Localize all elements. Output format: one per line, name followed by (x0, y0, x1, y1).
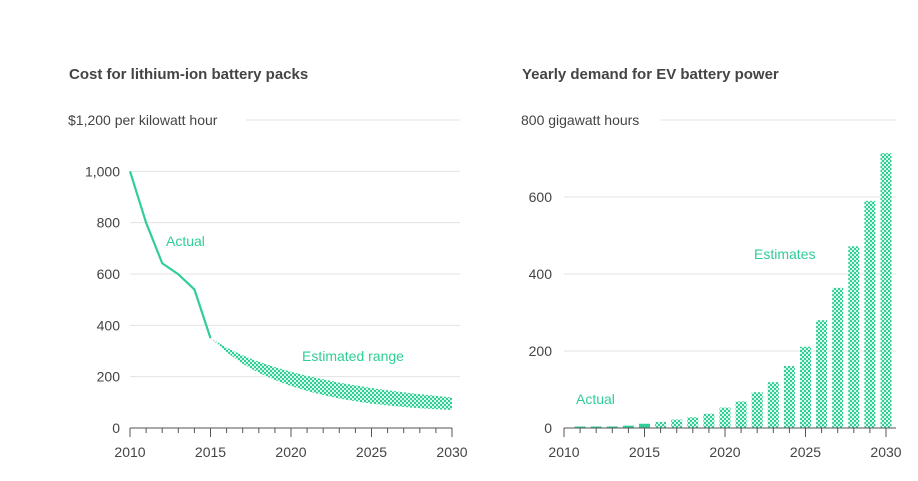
estimated-demand-bar (832, 287, 844, 428)
estimated-demand-bar (687, 417, 699, 428)
battery-cost-panel: Cost for lithium-ion battery packs 0 200 4… (68, 66, 468, 460)
x-tick-label: 2030 (870, 444, 901, 460)
annotation-estimated-range: Estimated range (302, 348, 404, 364)
estimated-demand-bar (800, 346, 811, 428)
y-tick-label: 1,000 (85, 163, 120, 179)
estimated-demand-bar (751, 392, 763, 428)
y-tick-label: 800 (97, 215, 121, 231)
estimated-demand-bar (655, 421, 667, 428)
actual-cost-line (128, 171, 212, 339)
estimated-range-band (210, 338, 452, 411)
x-tick-label: 2020 (709, 444, 740, 460)
annotation-estimates: Estimates (754, 246, 815, 262)
actual-demand-bar (590, 426, 602, 428)
demand-bar-chart: 0 200 400 600 800 gigawatt hours 2010 2015 2020… (521, 112, 902, 460)
x-tick-label: 2030 (436, 444, 467, 460)
annotation-actual: Actual (576, 391, 615, 407)
cost-chart-title: Cost for lithium-ion battery packs (69, 66, 309, 83)
estimated-demand-bar (816, 320, 828, 428)
y-tick-label: 200 (97, 369, 121, 385)
estimated-demand-bar (767, 382, 779, 428)
x-tick-label: 2015 (195, 444, 226, 460)
y-unit-label: $1,200 per kilowatt hour (68, 112, 218, 128)
x-tick-label: 2015 (629, 444, 660, 460)
estimated-demand-bar (864, 200, 876, 428)
y-tick-label: 200 (529, 343, 553, 359)
y-tick-label: 0 (544, 420, 552, 436)
y-unit-label: 800 gigawatt hours (521, 112, 639, 128)
y-tick-label: 0 (112, 420, 120, 436)
actual-demand-bar (574, 426, 586, 428)
y-tick-label: 600 (97, 266, 121, 282)
estimated-demand-bar (719, 407, 731, 428)
y-tick-label: 400 (529, 266, 553, 282)
x-tick-label: 2025 (790, 444, 821, 460)
actual-demand-bar (639, 423, 650, 428)
estimated-demand-bar (783, 366, 795, 428)
x-tick-label: 2020 (275, 444, 306, 460)
estimated-demand-bar (880, 153, 892, 429)
estimated-demand-bar (671, 419, 683, 428)
estimated-demand-bar (735, 401, 747, 428)
demand-chart-title: Yearly demand for EV battery power (522, 66, 779, 83)
y-tick-label: 400 (97, 317, 121, 333)
estimated-demand-bar (703, 413, 715, 428)
y-tick-label: 600 (529, 189, 553, 205)
actual-demand-bar (622, 425, 634, 428)
x-tick-label: 2010 (548, 444, 579, 460)
actual-demand-bar (606, 426, 618, 428)
ev-demand-panel: Yearly demand for EV battery power 0 200 4… (470, 0, 918, 481)
x-tick-label: 2025 (356, 444, 387, 460)
x-tick-label: 2010 (114, 444, 145, 460)
cost-line-chart: 0 200 400 600 800 1,000 $1,200 per kilowatt ho… (68, 112, 468, 460)
annotation-actual: Actual (166, 233, 205, 249)
estimated-demand-bar (848, 246, 860, 428)
